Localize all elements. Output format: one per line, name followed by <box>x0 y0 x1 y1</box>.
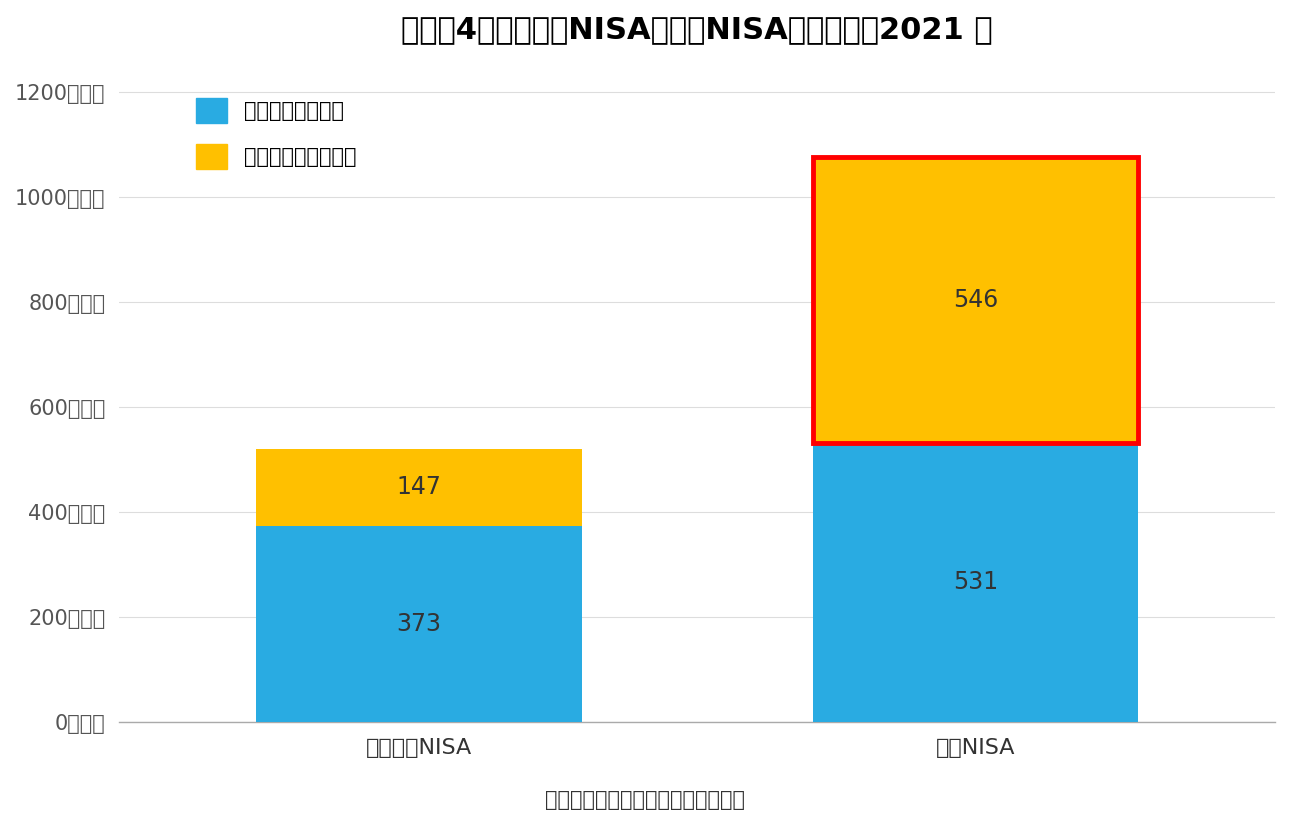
Bar <box>813 156 1138 443</box>
Bar <box>813 156 1138 443</box>
Text: 546: 546 <box>953 288 998 312</box>
Text: （資料）金融庁公表資料より作成。: （資料）金融庁公表資料より作成。 <box>544 790 746 810</box>
Text: 531: 531 <box>953 571 998 594</box>
Legend: 買付があった口座, 買付がなかった口座: 買付があった口座, 買付がなかった口座 <box>187 90 365 177</box>
Bar <box>257 449 582 526</box>
Text: 373: 373 <box>396 612 441 636</box>
Title: 【図表4】つみたてNISAと一般NISAの口座数：2021 年: 【図表4】つみたてNISAと一般NISAの口座数：2021 年 <box>401 15 993 44</box>
Text: 147: 147 <box>396 475 441 499</box>
Bar <box>813 443 1138 722</box>
Bar <box>257 526 582 722</box>
